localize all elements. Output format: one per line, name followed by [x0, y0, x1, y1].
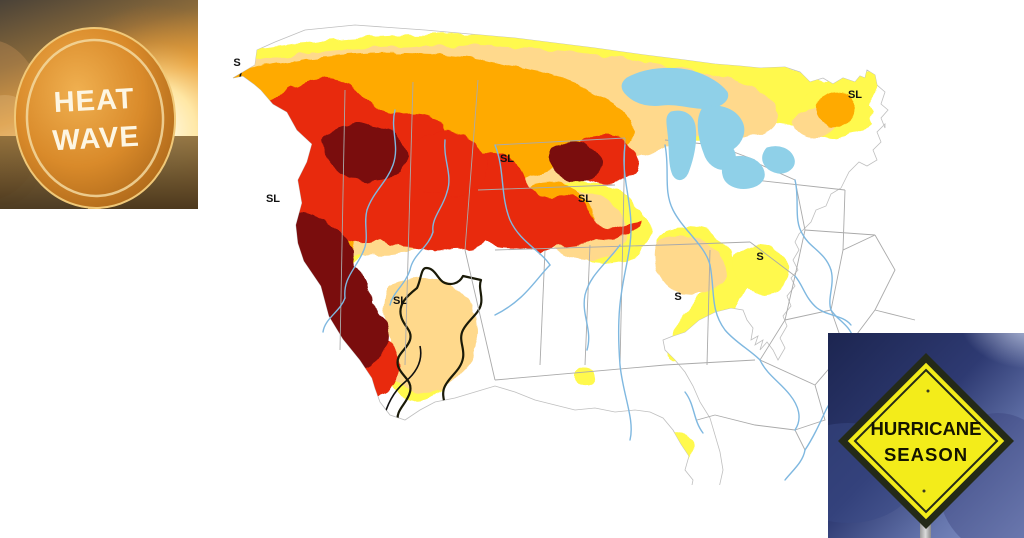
svg-text:SEASON: SEASON [884, 444, 968, 465]
svg-text:S: S [233, 57, 240, 69]
svg-text:SL: SL [578, 193, 592, 205]
svg-text:SL: SL [848, 89, 862, 101]
svg-text:HEAT: HEAT [53, 83, 135, 119]
svg-text:SL: SL [500, 153, 514, 165]
svg-text:WAVE: WAVE [52, 121, 141, 158]
svg-text:S: S [674, 291, 681, 303]
svg-text:S: S [756, 251, 763, 263]
svg-text:HURRICANE: HURRICANE [871, 418, 982, 439]
svg-text:SL: SL [266, 193, 280, 205]
svg-text:SL: SL [393, 295, 407, 307]
